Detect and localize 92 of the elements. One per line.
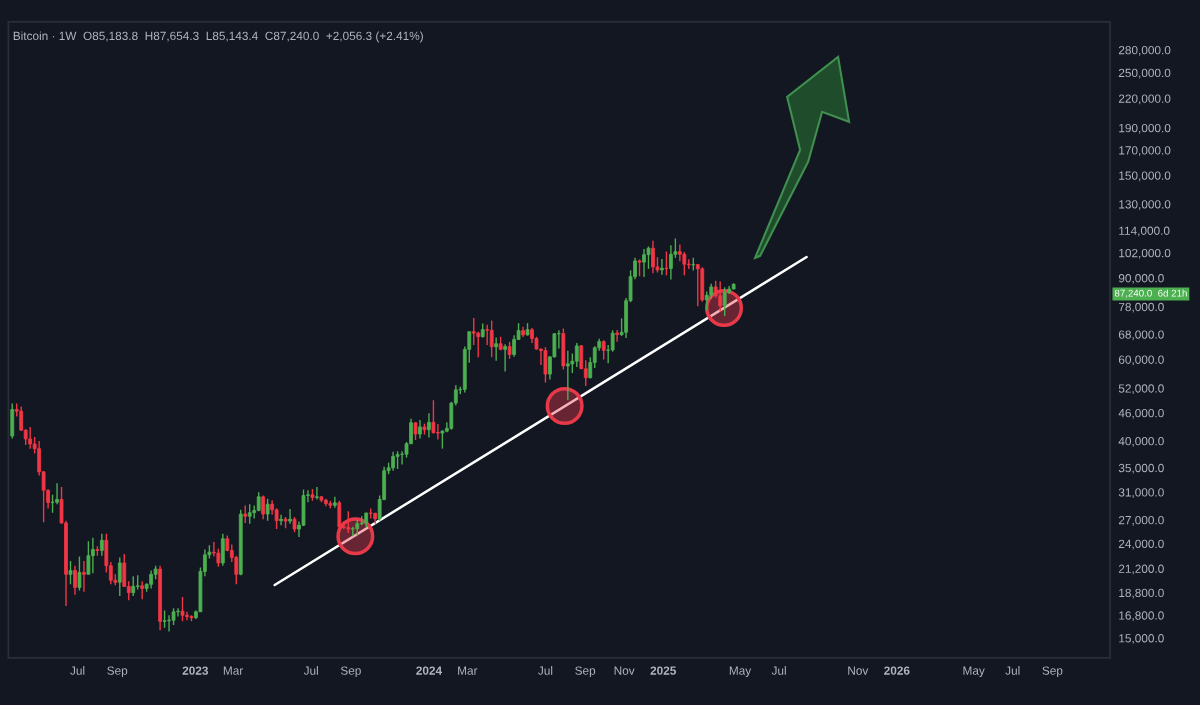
candlestick [117,556,122,597]
candlestick [494,336,499,362]
candlestick [247,503,252,525]
candlestick [77,555,82,592]
candlestick [695,263,700,307]
candlestick [610,329,615,353]
candlestick [722,286,727,317]
candlestick [28,426,33,450]
candlestick [664,250,669,277]
candlestick [677,243,682,263]
point [545,386,584,426]
candlestick [565,349,570,401]
x-tick-label: May [729,666,752,678]
y-tick-label: 24,000.0 [1118,539,1164,550]
candlestick [279,514,283,526]
candlestick [180,596,185,623]
candlestick [669,244,673,281]
x-tick-label: Sep [575,666,596,678]
x-tick-label: 2025 [650,666,677,675]
candlestick [265,498,270,522]
y-tick-label: 15,000.0 [1119,634,1164,644]
y-tick-label: 31,000.0 [1118,488,1164,498]
candlestick [346,510,351,534]
y-tick-label: 52,000.0 [1118,384,1164,395]
candlestick [440,429,445,450]
y-tick-label: 220,000.0 [1118,94,1171,105]
x-tick-label: May [963,666,985,678]
candlestick [288,508,292,525]
candlestick [601,339,606,361]
x-tick-label: Jul [1005,666,1020,675]
candlestick [332,496,337,509]
y-tick-label: 40,000.0 [1118,437,1164,447]
x-tick-label: Jul [70,666,85,675]
y-tick-label: 21,200.0 [1118,564,1164,575]
y-tick-label: 170,000.0 [1119,146,1171,156]
candlestick [427,412,431,439]
y-tick-label: 90,000.0 [1118,274,1164,284]
candlestick [503,343,507,373]
x-tick-label: Jul [771,666,786,675]
candlestick [99,533,104,557]
y-tick-label: 60,000.0 [1118,355,1164,366]
x-tick-label: 2023 [182,666,209,675]
candlestick [86,540,91,576]
x-tick-label: Nov [848,666,869,675]
x-tick-label: Mar [458,666,478,675]
x-tick-label: Jul [538,666,553,675]
candlestick [68,560,73,586]
y-tick-label: 190,000.0 [1119,123,1171,134]
candlestick [315,486,319,501]
candlestick [140,580,145,600]
y-tick-label: 18,800.0 [1119,588,1164,599]
point [336,517,375,556]
candlestick [82,560,86,593]
candlestick [704,290,709,312]
x-tick-label: Sep [340,666,361,678]
x-tick-label: Mar [223,666,244,675]
y-tick-label: 35,000.0 [1118,463,1164,474]
text: 87,240.0 6d 21h [1114,289,1187,298]
candlestick [418,419,422,440]
y-tick-label: 16,800.0 [1119,611,1164,622]
candlestick [615,329,620,343]
candlestick [431,399,436,435]
candlestick [574,342,579,368]
y-tick-label: 250,000.0 [1118,68,1171,79]
candlestick [718,280,723,313]
x-tick-label: Sep [1042,666,1063,678]
candlestick [471,317,476,346]
y-tick-label: 27,000.0 [1118,515,1164,526]
y-tick-label: 280,000.0 [1118,45,1171,56]
candlestick [543,346,548,384]
text: Bitcoin · 1W O85,183.8 H87,654.3 L85,143.4 C87,240.0 +2,056.3 (+2.41%) [13,31,423,43]
y-tick-label: 46,000.0 [1118,408,1164,419]
candlestick [73,565,77,596]
y-tick-label: 68,000.0 [1118,330,1164,341]
candlestick [261,494,266,520]
candlestick [660,258,664,276]
x-tick-label: Jul [303,666,318,675]
y-tick-label: 114,000.0 [1119,226,1170,237]
y-tick-label: 150,000.0 [1119,171,1171,182]
candlestick [476,331,481,358]
candlestick [489,319,494,358]
x-tick-label: 2024 [416,666,443,675]
y-tick-label: 130,000.0 [1119,200,1171,210]
x-tick-label: 2026 [884,666,910,675]
candlestick [485,324,490,346]
candlestick [149,569,154,590]
candlestick [337,500,342,535]
candlestick [131,575,136,597]
y-tick-label: 78,000.0 [1118,302,1164,313]
y-tick-label: 102,000.0 [1119,248,1171,259]
x-tick-label: Sep [107,666,128,678]
x-tick-label: Nov [614,666,635,675]
